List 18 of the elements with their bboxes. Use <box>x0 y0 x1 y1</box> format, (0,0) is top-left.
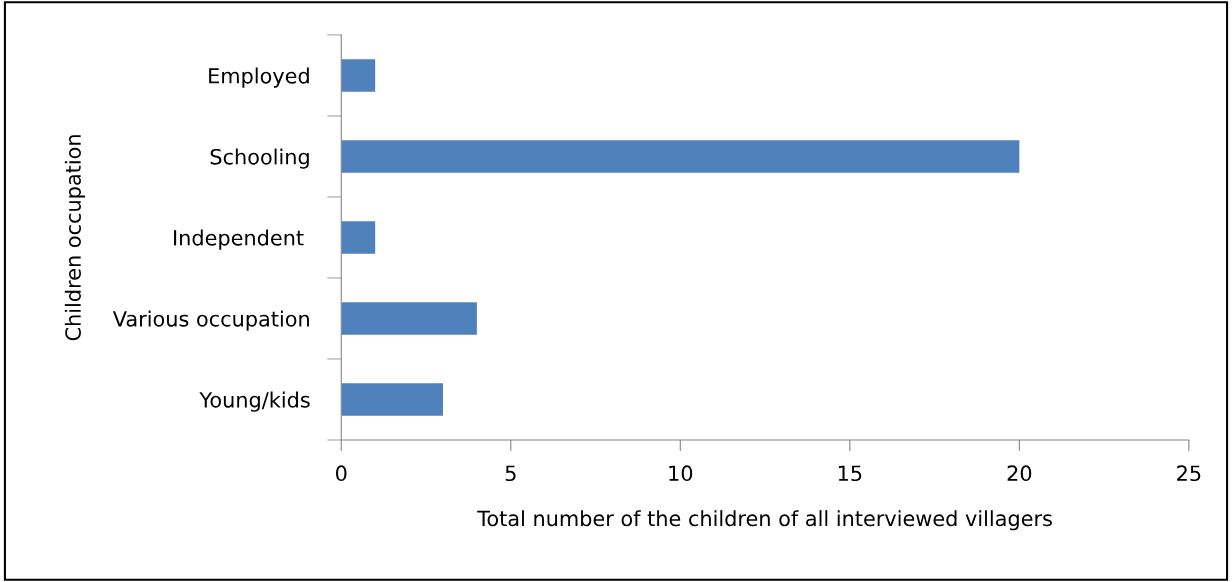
x-tick-label: 15 <box>838 465 862 482</box>
bar <box>341 59 376 92</box>
bar <box>341 221 376 254</box>
y-tick-label: Young/kids <box>199 391 310 412</box>
y-tick-label: Schooling <box>210 148 309 169</box>
y-tick-label: Independent <box>174 229 304 250</box>
x-tick-label: 5 <box>505 465 516 482</box>
x-tick-label: 10 <box>669 465 693 482</box>
x-tick-label: 25 <box>1177 465 1201 482</box>
y-axis-title: Children occupation <box>64 135 85 341</box>
y-tick-label: Various occupation <box>112 310 309 331</box>
bar <box>341 302 477 335</box>
bar <box>341 383 443 416</box>
x-tick-label: 0 <box>336 465 347 482</box>
x-tick-label: 20 <box>1007 465 1032 482</box>
y-tick-label: Employed <box>209 67 309 88</box>
bar <box>341 140 1020 173</box>
x-axis-title: Total number of the children of all interviewed villagers <box>477 510 1052 531</box>
